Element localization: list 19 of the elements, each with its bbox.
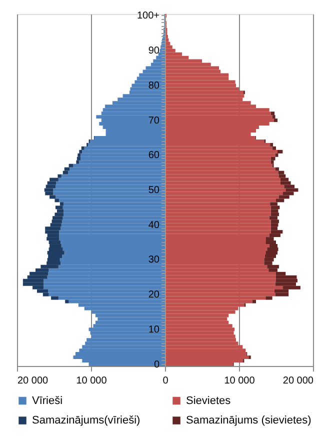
y-tick-label: 40	[148, 220, 160, 231]
y-tick-label: 60	[148, 150, 160, 162]
x-tick-label: 20 000	[18, 376, 49, 386]
legend-label: Sievietes	[186, 394, 232, 407]
x-tick-label: 10 000	[76, 376, 108, 386]
y-tick-label: 90	[148, 46, 160, 57]
legend-label: Samazinājums(vīrieši)	[32, 414, 140, 426]
y-tick-label: 10	[148, 324, 160, 336]
x-tick-label: 20 000	[282, 376, 314, 386]
y-tick-label: 70	[148, 115, 160, 126]
y-tick-label: 20	[148, 290, 160, 301]
legend-label: Vīrieši	[32, 394, 63, 407]
y-tick-label: 30	[148, 254, 160, 266]
x-tick-label: 0	[162, 376, 169, 386]
y-tick-label: 100+	[136, 10, 160, 22]
legend-label: Samazinājums (sievietes)	[186, 414, 312, 426]
y-tick-label: 80	[148, 80, 160, 92]
x-tick-label: 10 000	[224, 376, 256, 386]
y-tick-label: 50	[148, 185, 160, 196]
